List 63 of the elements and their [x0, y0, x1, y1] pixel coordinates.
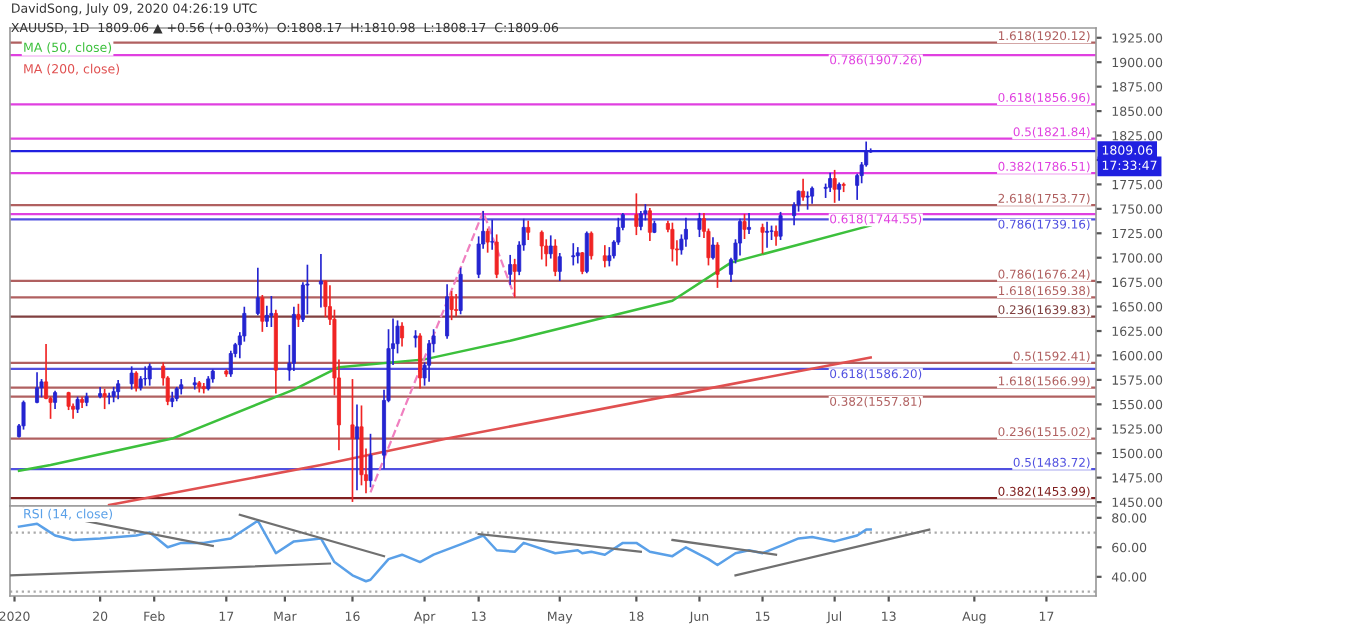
- line-series: [17, 519, 872, 583]
- candlestick: [778, 211, 783, 240]
- candlestick: [774, 225, 779, 246]
- candlestick: [584, 231, 589, 274]
- candlestick: [553, 239, 558, 277]
- candlestick: [170, 391, 175, 408]
- candlestick: [143, 366, 148, 386]
- candlestick: [260, 295, 265, 332]
- candlestick: [526, 220, 531, 240]
- candlestick: [647, 208, 652, 241]
- candlestick: [323, 280, 328, 318]
- candlestick: [318, 253, 323, 308]
- candlestick: [512, 258, 517, 298]
- candlestick: [400, 322, 405, 347]
- candlestick: [494, 234, 499, 279]
- candlestick: [485, 228, 490, 253]
- candlestick: [368, 433, 373, 488]
- candlestick: [738, 218, 743, 256]
- candlestick: [557, 252, 562, 282]
- candlestick: [102, 388, 107, 410]
- candlestick: [147, 363, 152, 386]
- candlestick: [715, 242, 720, 288]
- candlestick: [354, 404, 359, 491]
- candlestick: [670, 222, 675, 262]
- candlestick: [548, 235, 553, 259]
- candlestick: [296, 303, 301, 327]
- candlestick: [359, 405, 364, 486]
- candlestick: [129, 366, 134, 390]
- candlestick: [255, 267, 260, 316]
- candlestick: [683, 217, 688, 247]
- candlestick: [228, 350, 233, 377]
- candlestick: [575, 247, 580, 264]
- candlestick: [201, 382, 206, 394]
- candlestick: [192, 377, 197, 390]
- candlestick: [760, 223, 765, 254]
- candlestick: [580, 251, 585, 275]
- candlestick: [449, 291, 454, 321]
- candlestick: [634, 193, 639, 236]
- candlestick: [508, 254, 513, 285]
- candlestick: [801, 178, 806, 201]
- candlestick: [589, 231, 594, 260]
- candlestick: [21, 400, 26, 430]
- candlestick: [602, 245, 607, 268]
- candlestick: [765, 221, 770, 248]
- candlestick: [710, 237, 715, 260]
- candlestick: [305, 264, 310, 315]
- candlestick: [107, 392, 112, 405]
- candlestick: [747, 212, 752, 235]
- candlestick: [490, 219, 495, 250]
- candlestick: [134, 371, 139, 392]
- candlestick: [742, 213, 747, 239]
- candlestick: [445, 284, 450, 339]
- candlestick: [571, 243, 576, 266]
- candlestick: [350, 379, 355, 502]
- candlestick: [607, 247, 612, 267]
- candlestick: [35, 372, 40, 404]
- candlestick: [454, 294, 459, 317]
- candlestick: [458, 267, 463, 315]
- candlestick: [697, 212, 702, 238]
- candlestick: [418, 333, 423, 389]
- candlestick: [832, 169, 837, 203]
- candlestick: [269, 295, 274, 327]
- candlestick: [539, 230, 544, 260]
